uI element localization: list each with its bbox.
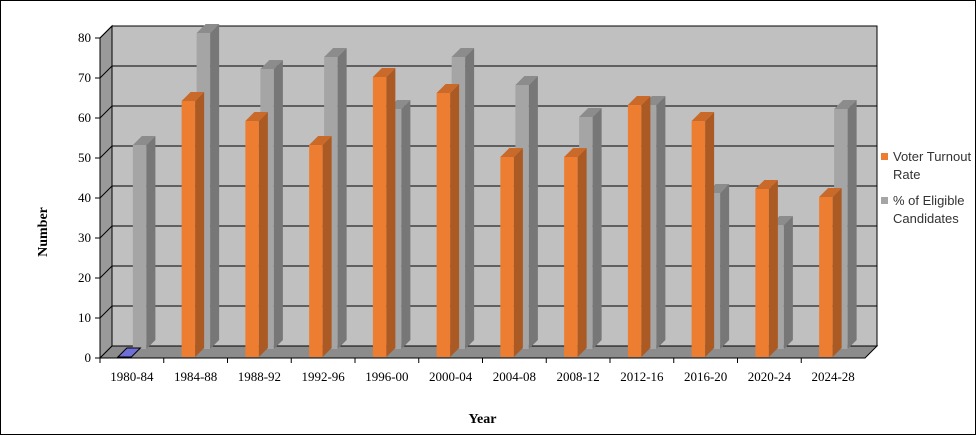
gridline-side (99, 265, 113, 279)
y-tick-label: 70 (78, 70, 91, 85)
y-tick-label: 10 (78, 310, 91, 325)
y-tick-label: 50 (78, 150, 91, 165)
x-tick-label: 1984-88 (174, 369, 217, 384)
gridline-side (99, 105, 113, 119)
bar-side (210, 24, 220, 349)
x-tick-label: 2000-04 (429, 369, 473, 384)
legend-item-eligible-candidates: % of Eligible Candidates (881, 192, 976, 228)
bar-top (372, 68, 396, 77)
x-tick-label: 2004-08 (493, 369, 536, 384)
x-tick-label: 1988-92 (238, 369, 281, 384)
y-tick-label: 40 (78, 190, 91, 205)
bar-side (513, 148, 523, 357)
gridline-side (99, 25, 113, 39)
bar-side (386, 68, 396, 357)
bar-side (258, 112, 268, 357)
bar-top (245, 112, 268, 121)
gridline-side (99, 65, 113, 79)
bar-front (436, 93, 451, 357)
x-tick-label: 2012-16 (620, 369, 664, 384)
bar-top (564, 148, 587, 157)
legend-swatch-voter-turnout (881, 153, 888, 160)
bar-side (465, 48, 475, 349)
bar-side (656, 96, 666, 349)
gridline-side (99, 225, 113, 239)
bar-top (132, 136, 156, 145)
bar-top (834, 100, 857, 109)
gridline-side (99, 185, 113, 199)
bar-side (273, 60, 283, 349)
bar-front (245, 121, 259, 357)
bar-top (500, 148, 523, 157)
bar-top (451, 48, 475, 57)
bar-top (260, 60, 283, 69)
bar-top (436, 84, 460, 93)
bar-top (691, 112, 715, 121)
bar-side (720, 184, 730, 349)
x-axis-title: Year (469, 412, 497, 427)
bar-side (705, 112, 715, 357)
bar-side (641, 96, 651, 357)
y-tick-label: 20 (78, 270, 91, 285)
legend-label-eligible-candidates: % of Eligible Candidates (893, 193, 965, 226)
bar-top (196, 24, 220, 33)
bar-front (564, 157, 578, 357)
legend-swatch-eligible-candidates (881, 197, 888, 204)
bar-front (132, 145, 147, 349)
bar-front (309, 145, 323, 357)
legend: Voter Turnout Rate % of Eligible Candida… (881, 148, 976, 236)
bar-top (324, 48, 347, 57)
x-tick-label: 2020-24 (748, 369, 792, 384)
bar-front (755, 189, 769, 357)
bar-side (577, 148, 587, 357)
bar-front (372, 77, 387, 357)
bar-front (691, 121, 706, 357)
gridline-side (99, 145, 113, 159)
bar-side (832, 188, 842, 357)
x-tick-label: 1992-96 (301, 369, 345, 384)
y-tick-label: 0 (85, 350, 92, 365)
bar-side (783, 216, 793, 349)
x-tick-label: 2008-12 (556, 369, 599, 384)
x-tick-label: 2016-20 (684, 369, 727, 384)
bar-side (337, 48, 347, 349)
bar-front (627, 105, 642, 357)
bar-side (450, 84, 460, 357)
legend-item-voter-turnout: Voter Turnout Rate (881, 148, 976, 184)
bar-side (146, 136, 156, 349)
legend-label-voter-turnout: Voter Turnout Rate (893, 149, 972, 182)
bar-top (755, 180, 778, 189)
bar-side (401, 100, 411, 349)
bar-side (847, 100, 857, 349)
bar-side (322, 136, 332, 357)
bar-top (515, 76, 538, 85)
gridline-side (99, 305, 113, 319)
x-tick-label: 1980-84 (110, 369, 154, 384)
bar-front (819, 197, 833, 357)
y-tick-label: 60 (78, 110, 91, 125)
x-tick-label: 1996-00 (365, 369, 408, 384)
bar-side (592, 108, 602, 349)
bar-side (528, 76, 538, 349)
bar-side (768, 180, 778, 357)
y-axis-title: Number (36, 207, 51, 257)
bar-top (579, 108, 602, 117)
bar-front (500, 157, 514, 357)
bar-top (181, 92, 205, 101)
bar-top (819, 188, 842, 197)
x-tick-label: 2024-28 (811, 369, 854, 384)
bar-top (309, 136, 332, 145)
y-tick-label: 80 (78, 30, 91, 45)
bar-empty-top (116, 347, 142, 358)
bar-front (181, 101, 196, 357)
y-tick-label: 30 (78, 230, 91, 245)
bar-top (627, 96, 651, 105)
bar-side (195, 92, 205, 357)
